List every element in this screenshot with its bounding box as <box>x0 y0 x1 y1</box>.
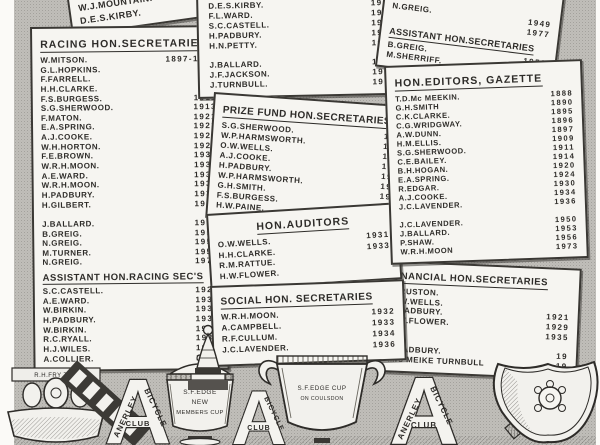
officer-name: H.N.PETTY. <box>209 40 258 51</box>
officer-year: 1933 <box>366 240 391 251</box>
officer-year: 1921 <box>546 312 570 323</box>
panel-title: SOCIAL HON. SECRETARIES <box>220 291 374 310</box>
officer-year: 1973 <box>555 241 579 252</box>
officer-name: A.E.WARD. <box>42 296 90 306</box>
officer-name: J.BALLARD. <box>42 219 95 229</box>
assistant-racing-subtitle: ASSISTANT HON.RACING SEC'S <box>42 271 204 285</box>
monogram-letter: A <box>232 376 287 445</box>
officer-name: M.TURNER. <box>42 248 92 258</box>
officer-name: N.GREIG. <box>42 238 83 249</box>
officer-name: J.BALLARD. <box>209 59 263 71</box>
panel-title: RACING HON.SECRETARIES <box>40 37 207 53</box>
officer-name: G.L.HOPKINS. <box>40 64 101 75</box>
monogram-letter: A <box>105 361 171 445</box>
officer-name: W.R.H.MOON. <box>220 310 280 322</box>
officer-name: W.H.HORTON. <box>41 142 101 152</box>
officer-name: A.J.COOKE. <box>41 132 93 143</box>
officer-name: B.GREIG. <box>42 228 83 239</box>
panel-title: HON.AUDITORS <box>256 215 350 235</box>
officer-name: A.E.WARD. <box>41 171 89 181</box>
hon-editors-gazette-panel: HON.EDITORS, GAZETTE T.D.Mc MEEKIN. 1888… <box>384 59 589 265</box>
trophy-finial <box>188 324 228 390</box>
new-members-cup-line3: MEMBERS CUP <box>176 410 224 416</box>
anerley-monogram-left: A ANERLEY BICYCLE CLUB <box>104 360 173 445</box>
officer-name: H.PADBURY. <box>41 190 95 200</box>
panel-title: HON.EDITORS, GAZETTE <box>394 72 543 92</box>
officer-year: 1931 <box>365 229 390 241</box>
club-word-club: CLUB <box>247 425 270 432</box>
officer-name: R.C.RYALL. <box>43 334 93 345</box>
officer-year: 1933 <box>371 317 396 328</box>
officer-year: 1929 <box>545 322 570 333</box>
medal-ribbon <box>59 360 152 445</box>
officer-name: R.F.CULLUM. <box>221 332 278 344</box>
anerley-monogram-right: A ANERLEY BICYCLE CLUB <box>388 357 460 445</box>
officer-name: S.C.CASTELL. <box>42 286 104 296</box>
officer-name: S.C.CASTELL. <box>208 20 270 31</box>
anerley-monogram-middle: A BICYCLE CLUB <box>230 375 287 445</box>
officer-name: E.A.SPRING. <box>41 122 96 133</box>
club-word-club: CLUB <box>126 419 151 428</box>
officer-name: H.GILBERT. <box>41 199 92 210</box>
officer-year: 1934 <box>372 328 396 339</box>
officer-name: N.GREIG. <box>42 257 83 268</box>
officer-name: H.H.CLARKE. <box>40 84 98 94</box>
officer-name: S.G.SHERWOOD. <box>40 103 114 114</box>
officer-name: W.BIRKIN. <box>42 305 87 316</box>
ground-hatch <box>14 436 596 445</box>
club-word-club: CLUB <box>411 421 437 430</box>
hon-auditors-panel: HON.AUDITORS O.W.WELLS. 1931 H.H.CLARKE.… <box>206 202 403 291</box>
officer-name: D.E.S.KIRBY. <box>208 0 264 11</box>
officer-name: H.PADBURY. <box>208 30 263 41</box>
monogram-letter: A <box>389 358 458 445</box>
edge-cup-line1: S.F.EDGE CUP <box>298 385 347 392</box>
ornate-shield <box>492 360 599 444</box>
officer-name: J.TURNBULL. <box>209 79 268 90</box>
fry-trophy-label: R.H.FRY TRO <box>34 373 78 379</box>
officer-name: W.BIRKIN. <box>43 325 87 335</box>
edge-cup: S.F.EDGE CUP ON COULSDON <box>258 355 386 443</box>
officer-name: F.L.WARD. <box>208 10 254 21</box>
new-members-cup-line1: S.F.EDGE <box>183 389 217 396</box>
officer-year: 1936 <box>554 196 577 207</box>
officer-name: F.FARRELL. <box>40 74 91 85</box>
officer-name: W.MITSON. <box>40 55 88 65</box>
officer-year: 1932 <box>371 306 396 317</box>
officer-name: F.S.BURGESS. <box>40 93 103 104</box>
trophy-engraving-band: R.H.FRY TRO A ANERLEY BICYCLE CLUB S.F.E… <box>7 354 599 445</box>
officer-name: W.R.H.MOON. <box>41 180 100 191</box>
officer-list: W.MITSON. 1897-1907 G.L.HOPKINS. F.FARRE… <box>40 54 218 268</box>
officer-name: F.MATON. <box>40 113 83 123</box>
officer-list: T.D.Mc MEEKIN. 1888 G.H.SMITH 1890 C.K.C… <box>395 88 579 256</box>
new-members-cup-line2: NEW <box>192 399 209 406</box>
fry-trophy: R.H.FRY TRO <box>7 367 105 443</box>
officer-year: 1977 <box>526 27 551 40</box>
officer-name: H.PADBURY. <box>43 315 97 325</box>
officer-list: D.E.S.KIRBY. 1923 F.L.WARD. 1932 S.C.CAS… <box>208 0 396 91</box>
edge-cup-line2: ON COULSDON <box>300 396 343 402</box>
officer-list: O.W.WELLS. 1931 H.H.CLARKE. 1933 R.M.RAT… <box>218 230 392 282</box>
officer-name: J.F.JACKSON. <box>209 69 271 80</box>
officer-year: 1935 <box>545 331 569 342</box>
officer-name: A.CAMPBELL. <box>221 321 282 333</box>
officer-name: F.E.BROWN. <box>41 151 94 162</box>
officer-name: W.R.H.MOON. <box>41 161 100 171</box>
officer-year: 1936 <box>372 339 397 350</box>
officer-row: N.GREIG. 1977 <box>42 256 218 267</box>
officer-name: W.R.H.MOON <box>400 245 454 257</box>
